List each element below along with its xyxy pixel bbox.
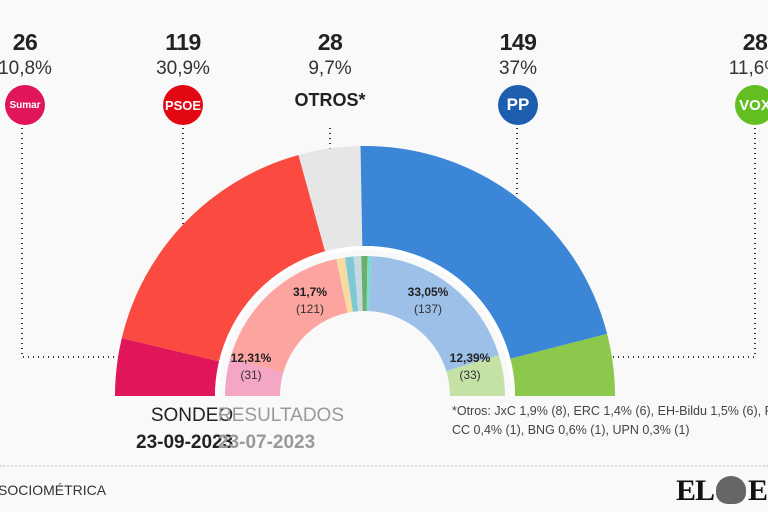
brand-left: EL xyxy=(676,474,715,507)
inner-segment-eh-bildu xyxy=(353,256,363,312)
inner-pct-label: 12,39% xyxy=(450,351,491,365)
inner-seats-label: (31) xyxy=(240,368,261,382)
inner-segment-erc xyxy=(344,256,359,312)
sumar-logo-icon: Sumar xyxy=(5,85,45,125)
divider xyxy=(0,465,768,467)
seats: 119 xyxy=(165,29,201,55)
party-otros: 28 9,7% OTROS* xyxy=(280,28,380,111)
seats: 28 xyxy=(317,29,343,55)
inner-segment-sumar xyxy=(225,357,284,396)
party-vox: 28 11,6% VOX xyxy=(705,28,768,125)
pp-logo-icon: PP xyxy=(498,85,538,125)
inner-segment-pnv xyxy=(361,256,368,312)
otros-label: OTROS* xyxy=(294,90,366,110)
legend-resultados-label: RESULTADOS xyxy=(218,405,344,426)
inner-pct-label: 33,05% xyxy=(408,285,449,299)
lion-icon xyxy=(716,476,747,504)
footnote-line: CC 0,4% (1), BNG 0,6% (1), UPN 0,3% (1) xyxy=(452,423,690,437)
otros-footnote: *Otros: JxC 1,9% (8), ERC 1,4% (6), EH-B… xyxy=(452,402,768,440)
footnote-line: *Otros: JxC 1,9% (8), ERC 1,4% (6), EH-B… xyxy=(452,404,768,418)
percent: 11,6% xyxy=(728,58,768,79)
outer-segment-psoe xyxy=(121,155,326,362)
percent: 10,8% xyxy=(0,58,52,79)
percent: 9,7% xyxy=(308,58,352,79)
inner-seats-label: (33) xyxy=(459,368,480,382)
vox-logo-icon: VOX xyxy=(735,85,768,125)
el-espanol-logo: EL ESP xyxy=(676,474,768,508)
inner-seats-label: (121) xyxy=(296,302,324,316)
party-pp: 149 37% PP xyxy=(468,28,568,125)
inner-segment-psoe xyxy=(230,258,348,373)
inner-pct-label: 12,31% xyxy=(231,351,272,365)
legend-resultados-date: 23-07-2023 xyxy=(218,432,316,453)
brand-right: ESP xyxy=(748,474,768,507)
seats: 28 xyxy=(742,29,768,55)
outer-segment-sumar xyxy=(115,338,220,396)
inner-seats-label: (137) xyxy=(414,302,442,316)
inner-segment-vox xyxy=(446,355,505,396)
outer-segment-pp xyxy=(360,146,608,359)
outer-segment-otros* xyxy=(298,146,363,252)
inner-segment-jxc xyxy=(336,257,353,313)
percent: 37% xyxy=(498,58,538,79)
inner-segment-cc-bng-upn xyxy=(366,256,372,312)
party-sumar: 26 10,8% Sumar xyxy=(0,28,75,125)
legend-sondeo-date: 23-09-2023 xyxy=(136,432,234,453)
outer-segment-vox xyxy=(510,333,615,396)
source-label: SOCIOMÉTRICA xyxy=(0,482,107,498)
inner-pct-label: 31,7% xyxy=(293,285,327,299)
legend-sondeo-label: SONDEO xyxy=(150,405,234,426)
legend-resultados: RESULTADOS 23-07-2023 xyxy=(218,402,344,456)
seats: 149 xyxy=(499,29,537,55)
inner-segment-pp xyxy=(368,256,499,372)
percent: 30,9% xyxy=(156,58,210,79)
party-psoe: 119 30,9% PSOE xyxy=(133,28,233,125)
legend-sondeo: SONDEO 23-09-2023 xyxy=(136,402,233,456)
seats: 26 xyxy=(12,29,38,55)
psoe-logo-icon: PSOE xyxy=(163,85,203,125)
